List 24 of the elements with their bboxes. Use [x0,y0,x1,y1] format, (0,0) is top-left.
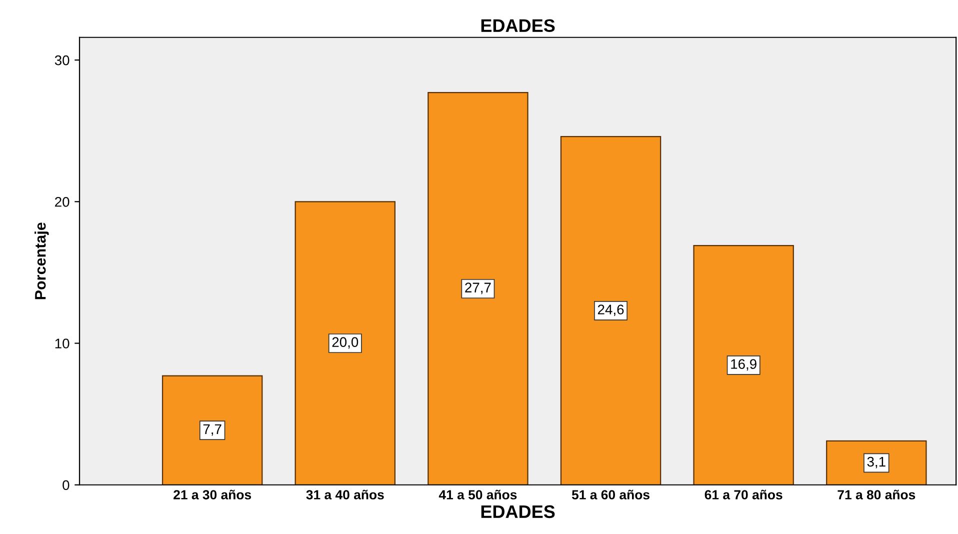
x-tick-label: 31 a 40 años [306,490,384,500]
bar [428,92,528,485]
y-tick-label: 30 [54,55,70,66]
bar [162,375,263,485]
y-axis-title: Porcentaje [34,222,49,300]
data-label: 3,1 [867,456,886,468]
bar [294,201,396,485]
y-tick-label: 20 [55,196,70,207]
data-label: 20,0 [332,337,358,349]
data-label: 16,9 [731,359,756,371]
x-tick-label: 61 a 70 años [704,490,782,500]
x-axis-title: EDADES [481,505,555,518]
data-label: 24,6 [598,304,624,316]
x-tick-label: 71 a 80 años [838,490,916,500]
y-tick-label: 10 [55,338,70,348]
data-label: 27,7 [465,282,491,294]
bar [560,136,662,485]
bar [693,244,794,485]
x-tick-label: 21 a 30 años [174,490,252,500]
data-label: 7,7 [203,424,222,436]
chart-title: EDADES [481,19,555,32]
x-tick-label: 51 a 60 años [572,490,650,500]
y-tick-label: 0 [62,480,70,490]
x-tick-label: 41 a 50 años [438,490,517,500]
